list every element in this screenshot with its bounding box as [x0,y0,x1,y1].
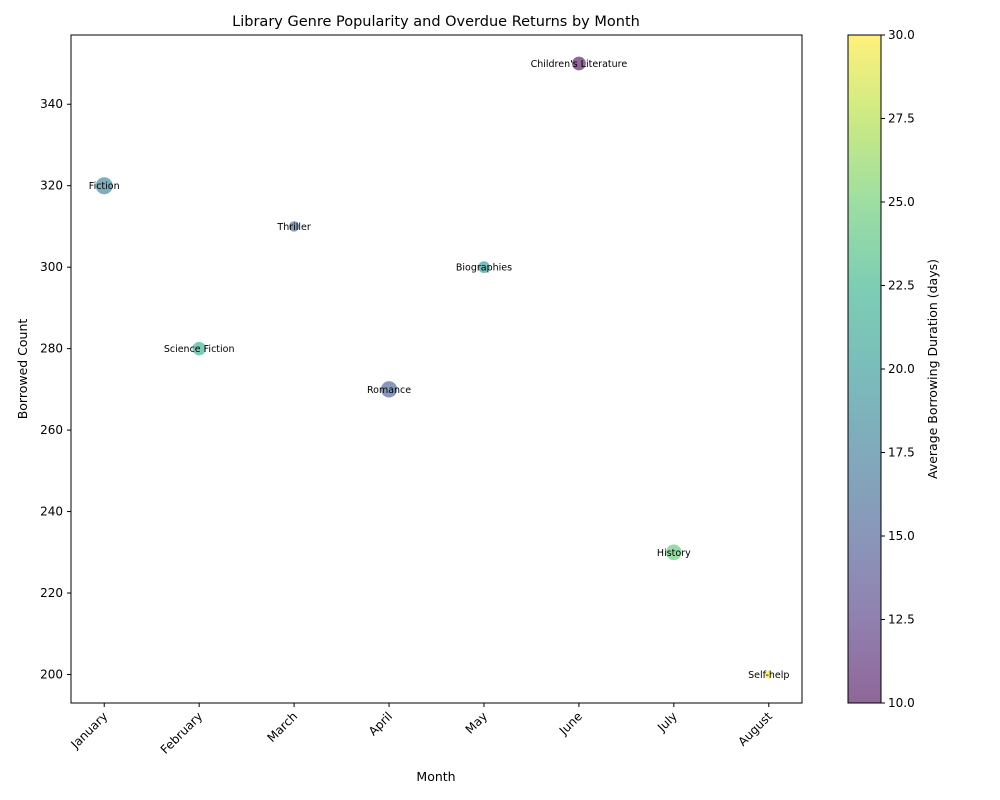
plot-area: January February March April May June July Augu… [40,34,803,757]
data-point [664,543,683,562]
x-tick-label: June [556,709,585,738]
point-label: Science Fiction [164,344,235,355]
point-label: Romance [367,385,411,396]
data-point [94,176,114,196]
colorbar-tick-label: 10.0 [888,696,915,710]
colorbar-gradient [848,35,881,703]
x-tick-label: February [158,709,206,757]
data-point [570,55,587,72]
colorbar-tick-label: 27.5 [888,112,915,126]
data-point [477,260,491,275]
data-point [763,669,774,680]
colorbar-ticks: 10.0 12.5 15.0 17.5 20.0 22.5 25.0 27.5 30.0 [881,28,915,710]
y-tick-label: 260 [40,423,63,437]
colorbar-tick-label: 22.5 [888,279,915,293]
colorbar-tick-label: 17.5 [888,446,915,460]
x-tick-label: January [68,709,111,752]
point-label: Thriller [276,222,310,233]
y-tick-label: 280 [40,342,63,356]
point-label: History [657,548,691,559]
y-axis-label: Borrowed Count [15,319,30,420]
colorbar-tick-label: 30.0 [888,28,915,42]
point-labels: Fiction Science Fiction Thriller Romance Bio… [89,59,790,681]
y-tick-label: 300 [40,260,63,274]
point-label: Biographies [456,263,512,274]
y-tick-label: 320 [40,179,63,193]
x-tick-label: July [654,709,680,735]
x-tick-label: May [463,709,490,736]
point-label: Children's Literature [531,59,628,70]
y-tick-label: 340 [40,97,63,111]
x-axis: January February March April May June July Augu… [68,703,775,757]
colorbar-tick-label: 12.5 [888,613,915,627]
y-tick-label: 220 [40,586,63,600]
colorbar: 10.0 12.5 15.0 17.5 20.0 22.5 25.0 27.5 30.0 Ave… [847,28,940,710]
colorbar-tick-label: 15.0 [888,529,915,543]
data-point [287,220,301,233]
x-tick-label: August [735,709,775,749]
point-label: Self-help [748,670,789,681]
chart-title: Library Genre Popularity and Overdue Ret… [232,14,640,30]
data-point [379,380,399,399]
y-axis: 200 220 240 260 280 300 320 340 [40,97,71,681]
x-tick-label: March [264,709,300,745]
colorbar-tick-label: 20.0 [888,362,915,376]
x-axis-label: Month [416,769,455,784]
colorbar-tick-label: 25.0 [888,195,915,209]
data-points [94,55,774,680]
plot-frame [70,34,803,704]
data-point [191,340,207,357]
colorbar-label: Average Borrowing Duration (days) [925,259,940,479]
y-tick-label: 240 [40,505,63,519]
y-tick-label: 200 [40,667,63,681]
point-label: Fiction [89,181,120,192]
x-tick-label: April [366,709,395,738]
